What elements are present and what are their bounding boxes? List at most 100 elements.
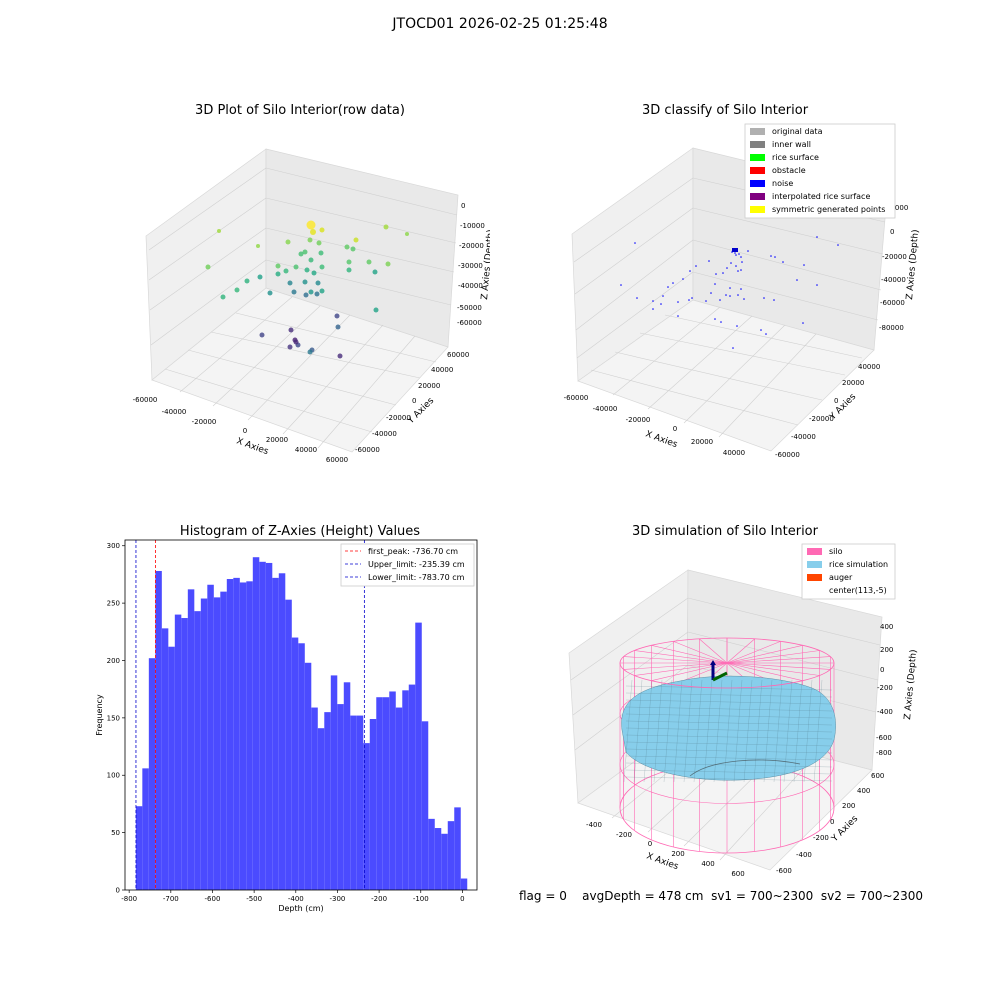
scatter-point <box>383 224 389 230</box>
chart4-3d-surface: -400 -200 0 200 400 600 -600 -400 -200 0… <box>568 543 919 878</box>
histogram-bar <box>395 707 403 890</box>
legend-swatch <box>750 141 765 148</box>
chart2-x-tick-label: -60000 <box>564 394 589 402</box>
chart2-y-tick-label: 40000 <box>858 363 880 371</box>
chart2-y-tick-label: -20000 <box>809 415 834 423</box>
noise-point <box>691 297 693 299</box>
histogram-bar <box>168 646 175 890</box>
scatter-point <box>293 264 299 270</box>
chart2-x-tick-label: -20000 <box>626 416 651 424</box>
scatter-point <box>307 237 313 243</box>
scatter-point <box>244 278 250 284</box>
histogram-bar <box>330 675 338 890</box>
chart1-y-tick-label: 0 <box>412 397 416 405</box>
chart4-x-tick-label: -200 <box>616 831 632 839</box>
histogram-bar <box>447 821 455 890</box>
noise-point <box>634 242 636 244</box>
x-tick-label: 0 <box>460 895 464 903</box>
chart4-z-tick-label: -800 <box>876 749 892 757</box>
scatter-point <box>350 246 356 252</box>
noise-point <box>735 265 737 267</box>
chart2-y-tick-label: 20000 <box>842 379 864 387</box>
legend-label: auger <box>829 573 853 582</box>
noise-point <box>837 244 839 246</box>
noise-point <box>734 252 736 254</box>
chart1-z-tick-label: -20000 <box>459 242 484 250</box>
histogram-bar <box>454 807 461 890</box>
chart4-z-tick-label: 200 <box>880 646 893 654</box>
noise-point <box>677 301 679 303</box>
legend-label: Lower_limit: -783.70 cm <box>368 573 465 582</box>
noise-point <box>726 267 728 269</box>
scatter-point <box>334 313 340 319</box>
noise-point <box>682 278 684 280</box>
y-tick-label: 150 <box>107 714 120 722</box>
histogram-bar <box>363 743 370 890</box>
scatter-point <box>288 327 294 333</box>
x-tick-label: -500 <box>246 895 262 903</box>
noise-point <box>773 299 775 301</box>
chart1-y-tick-label: 40000 <box>431 366 453 374</box>
noise-point <box>722 272 724 274</box>
noise-point <box>677 315 679 317</box>
scatter-point <box>275 263 281 269</box>
noise-point <box>740 269 742 271</box>
legend-label: center(113,-5) <box>829 586 887 595</box>
scatter-point <box>306 220 316 230</box>
chart1-z-tick-label: -10000 <box>460 222 485 230</box>
legend-label: first_peak: -736.70 cm <box>368 547 458 556</box>
legend-label: silo <box>829 547 843 556</box>
chart2-y-tick-label: 0 <box>834 397 838 405</box>
chart1-z-tick-label: -30000 <box>458 262 483 270</box>
noise-point <box>667 286 669 288</box>
chart4-z-tick-label: -200 <box>877 684 893 692</box>
noise-point <box>802 322 804 324</box>
histogram-bar <box>408 684 416 890</box>
scatter-point <box>287 344 293 350</box>
noise-point <box>803 264 805 266</box>
noise-point <box>740 288 742 290</box>
histogram-bar <box>174 614 182 890</box>
y-tick-label: 300 <box>107 542 120 550</box>
histogram-bar <box>155 570 162 890</box>
scatter-point <box>385 261 391 267</box>
noise-point <box>770 255 772 257</box>
chart2-3d-scatter: -60000 -40000 -20000 0 20000 40000 -6000… <box>564 123 920 459</box>
noise-point <box>743 298 745 300</box>
scatter-point <box>220 294 226 300</box>
histogram-bar <box>337 704 344 890</box>
chart2-z-tick-label: -40000 <box>881 276 906 284</box>
chart4-x-tick-label: 600 <box>731 870 744 878</box>
legend-swatch <box>807 548 822 555</box>
noise-point <box>689 270 691 272</box>
chart2-z-tick-label: -20000 <box>882 253 907 261</box>
histogram-bar <box>246 581 253 890</box>
y-tick-label: 50 <box>111 829 120 837</box>
scatter-point <box>275 271 281 277</box>
chart4-y-tick-label: -600 <box>776 867 792 875</box>
scatter-point <box>304 267 310 273</box>
chart4-z-tick-label: 0 <box>880 666 884 674</box>
chart2-x-tick-label: 40000 <box>723 449 745 457</box>
legend-label: noise <box>772 179 793 188</box>
scatter-point <box>256 244 260 248</box>
noise-point <box>662 295 664 297</box>
chart2-z-axis-label: Z Axies (Depth) <box>905 229 920 300</box>
histogram-bar <box>252 557 260 890</box>
histogram-bar <box>356 715 364 890</box>
scatter-point <box>285 239 291 245</box>
noise-point <box>763 297 765 299</box>
histogram-bar <box>226 579 234 890</box>
y-tick-label: 200 <box>107 657 120 665</box>
noise-point <box>652 308 654 310</box>
scatter-point <box>372 269 378 275</box>
histogram-bar <box>187 589 195 890</box>
scatter-point <box>337 353 343 359</box>
scatter-point <box>319 288 325 294</box>
noise-point <box>774 256 776 258</box>
noise-point <box>660 303 662 305</box>
scatter-point <box>318 250 324 256</box>
legend-label: original data <box>772 127 823 136</box>
legend-label: rice surface <box>772 153 819 162</box>
noise-point <box>620 284 622 286</box>
